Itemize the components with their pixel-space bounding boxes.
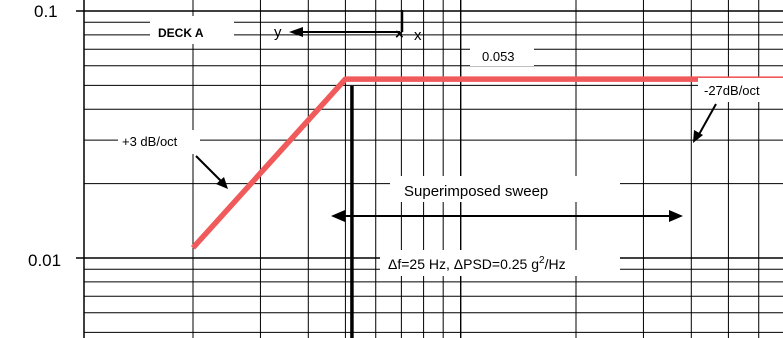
sweep-markers bbox=[350, 86, 354, 338]
deck-label-bg bbox=[150, 16, 234, 44]
sweep-params: Δf=25 Hz, ΔPSD=0.25 g2/Hz bbox=[388, 255, 566, 272]
x-direction-label: x bbox=[414, 27, 422, 44]
slope-down-leader bbox=[696, 103, 717, 139]
sweep-span-arrowhead-right bbox=[669, 210, 683, 222]
y-direction-arrowhead bbox=[289, 27, 303, 37]
plateau-value-label: 0.053 bbox=[482, 49, 515, 64]
slope-up-leader-head bbox=[216, 177, 228, 189]
y-tick-label-0.1: 0.1 bbox=[34, 2, 58, 21]
slope-up-label: +3 dB/oct bbox=[122, 134, 178, 149]
plateau-label-bg bbox=[470, 44, 534, 66]
slope-down-leader-head bbox=[693, 130, 703, 143]
grid bbox=[76, 0, 783, 338]
psd-profile-line bbox=[190, 76, 783, 250]
slope-up-leader bbox=[195, 155, 225, 185]
annotations: DECK A y × x 0.053 -27dB/oct +3 dB/oct S… bbox=[28, 2, 783, 276]
sweep-span-arrowhead-left bbox=[331, 210, 345, 222]
y-direction-label: y bbox=[274, 24, 282, 41]
y-tick-label-0.01: 0.01 bbox=[28, 251, 61, 270]
sweep-title-bg bbox=[390, 176, 620, 202]
slope-up-label-bg bbox=[118, 130, 200, 154]
series bbox=[190, 76, 783, 250]
slope-down-label: -27dB/oct bbox=[704, 83, 760, 98]
sweep-title: Superimposed sweep bbox=[404, 183, 548, 200]
sweep-params-bg bbox=[380, 250, 620, 276]
deck-label: DECK A bbox=[158, 26, 204, 40]
x-direction-mark: × bbox=[395, 26, 404, 43]
slope-down-label-bg bbox=[698, 78, 783, 102]
